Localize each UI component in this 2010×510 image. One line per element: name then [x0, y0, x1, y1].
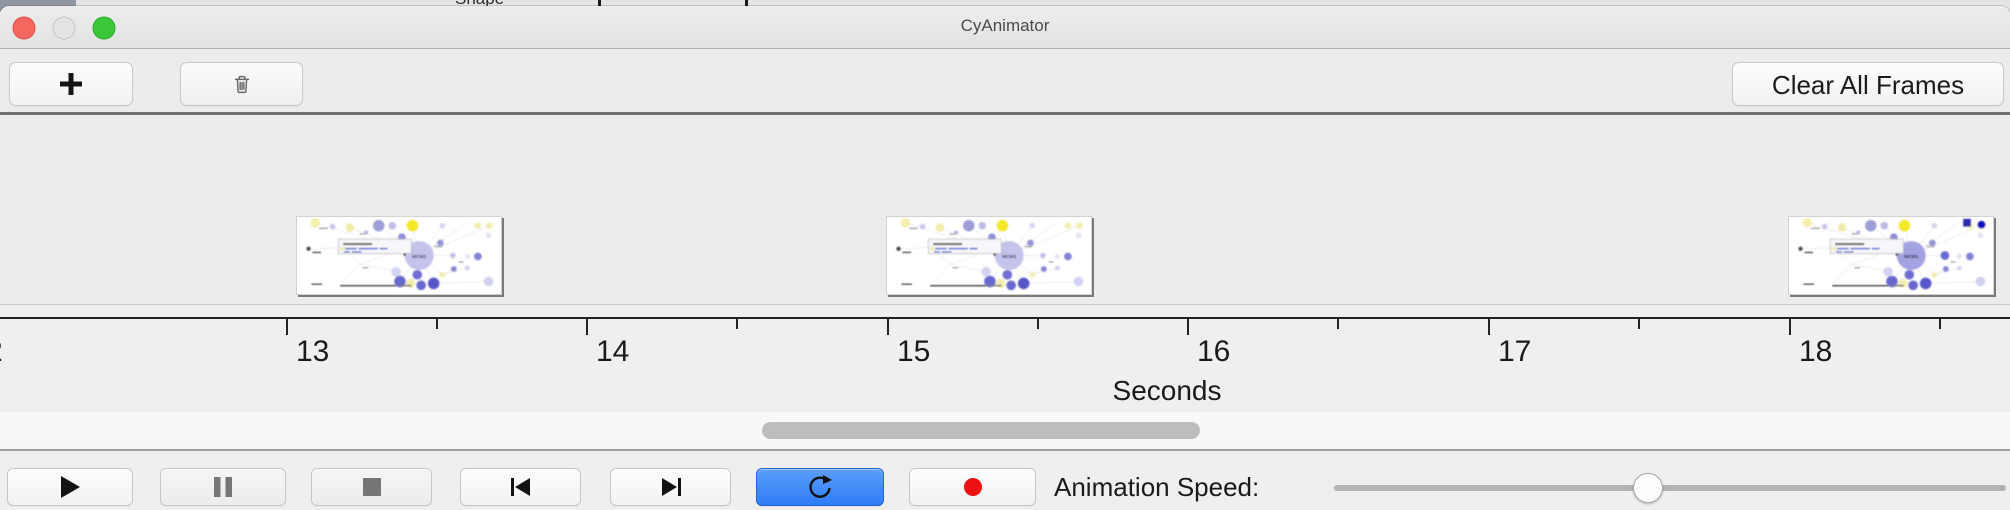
svg-text:MCM1: MCM1: [1904, 254, 1918, 260]
svg-text:MCM1: MCM1: [412, 254, 426, 260]
svg-text:MCM1: MCM1: [1002, 254, 1016, 260]
